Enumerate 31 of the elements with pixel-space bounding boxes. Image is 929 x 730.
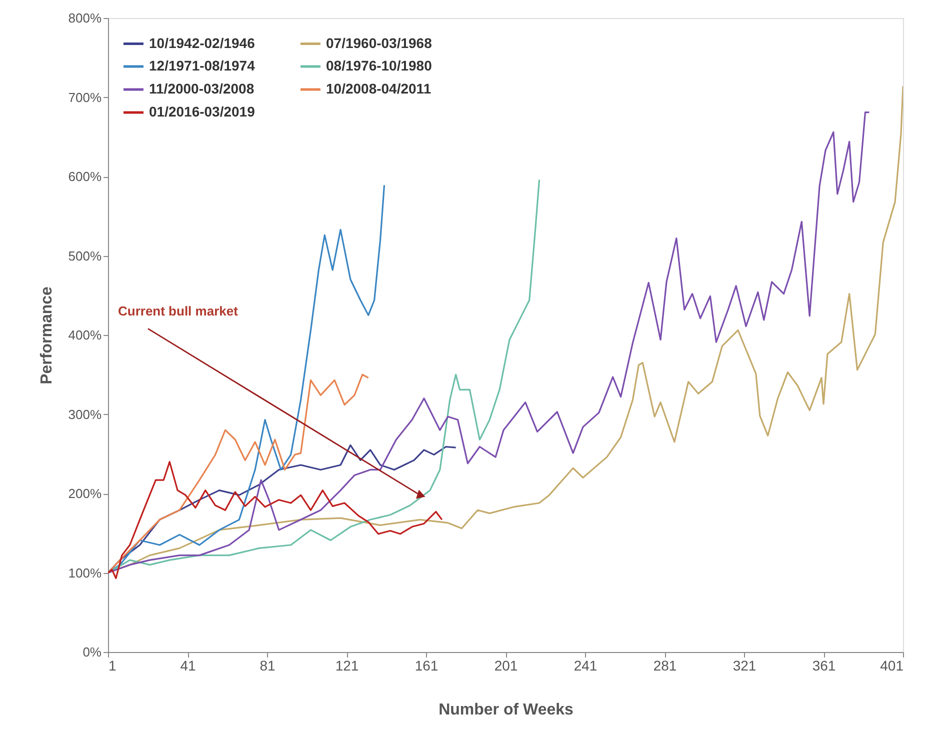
x-tick-label: 161 bbox=[414, 658, 438, 674]
legend-label: 11/2000-03/2008 bbox=[149, 80, 254, 96]
y-tick-label: 200% bbox=[68, 486, 102, 501]
x-tick-label: 41 bbox=[180, 658, 196, 674]
legend-label: 01/2016-03/2019 bbox=[149, 104, 256, 120]
x-tick-label: 361 bbox=[812, 658, 836, 674]
y-tick-label: 300% bbox=[68, 406, 102, 422]
x-tick-label: 401 bbox=[880, 658, 904, 674]
x-tick-label: 241 bbox=[574, 658, 598, 674]
x-tick-label: 321 bbox=[732, 658, 756, 674]
y-axis-title: Performance bbox=[38, 286, 56, 384]
legend-label: 12/1971-08/1974 bbox=[149, 58, 256, 74]
annotation: Current bull market bbox=[118, 304, 239, 319]
legend-label: 10/1942-02/1946 bbox=[149, 34, 256, 51]
x-tick-label: 1 bbox=[108, 658, 116, 674]
y-tick-label: 800% bbox=[68, 10, 102, 26]
y-tick-label: 400% bbox=[68, 328, 102, 342]
x-tick-label: 81 bbox=[260, 658, 276, 674]
y-tick-label: 100% bbox=[68, 565, 102, 580]
y-tick-label: 600% bbox=[68, 169, 102, 184]
y-tick-label: 0% bbox=[82, 644, 102, 660]
x-tick-label: 121 bbox=[335, 658, 359, 674]
y-tick-label: 500% bbox=[68, 248, 102, 264]
x-tick-label: 201 bbox=[494, 658, 518, 674]
x-axis-title: Number of Weeks bbox=[438, 702, 574, 718]
x-tick-label: 281 bbox=[653, 658, 677, 674]
line-series bbox=[108, 461, 443, 580]
legend-label: 10/2008-04/2011 bbox=[326, 80, 432, 96]
y-tick-label: 700% bbox=[68, 90, 102, 105]
legend-label: 07/1960-03/1968 bbox=[326, 34, 432, 51]
legend-label: 08/1976-10/1980 bbox=[326, 58, 432, 74]
